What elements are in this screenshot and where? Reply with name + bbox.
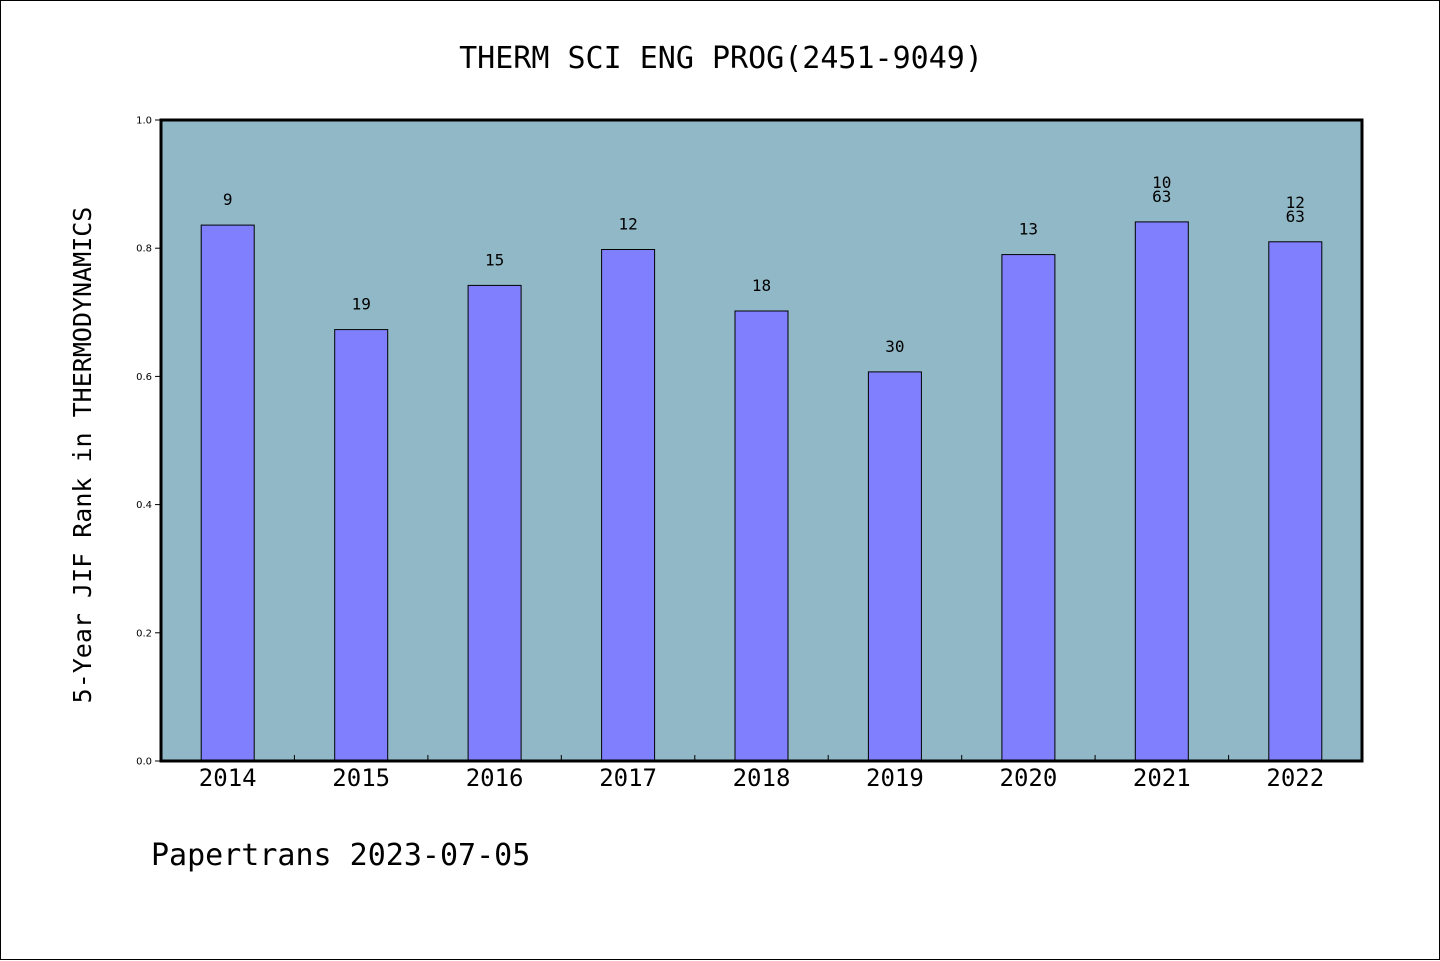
x-tick-label-2015: 2015: [332, 764, 390, 792]
y-tick-label-0.2: 0.2: [136, 628, 152, 639]
x-tick-label-2020: 2020: [1000, 764, 1058, 792]
bar-2022: [1268, 241, 1323, 762]
y-tick-label-0.0: 0.0: [136, 757, 152, 768]
bar-2018: [734, 310, 789, 762]
bar-2016: [467, 284, 522, 762]
y-tick-label-0.4: 0.4: [136, 500, 152, 511]
bar-2015: [334, 329, 389, 762]
plot-frame: [159, 118, 1364, 763]
x-tick-label-2014: 2014: [199, 764, 257, 792]
y-axis: 0.0 0.2 0.4 0.6 0.8 1.0: [136, 116, 161, 768]
y-tick-label-0.8: 0.8: [136, 244, 152, 255]
bar-label-2022-2: 63: [1286, 207, 1305, 226]
bar-2014: [200, 224, 255, 762]
bar-2020: [1001, 254, 1056, 762]
chart-title: THERM SCI ENG PROG(2451-9049): [459, 41, 983, 76]
x-tick-label-2019: 2019: [866, 764, 924, 792]
x-tick-label-2021: 2021: [1133, 764, 1191, 792]
y-axis-label: 5-Year JIF Rank in THERMODYNAMICS: [68, 207, 97, 704]
bar-2017: [601, 249, 656, 762]
x-tick-label-2017: 2017: [599, 764, 657, 792]
bar-label-2019: 30: [885, 337, 904, 356]
bar-label-2015: 19: [352, 295, 371, 314]
bar-label-2018: 18: [752, 276, 771, 295]
footer-source-date: Papertrans 2023-07-05: [151, 838, 530, 873]
bar-2019: [867, 371, 922, 762]
y-tick-label-0.6: 0.6: [136, 372, 152, 383]
y-tick-label-1.0: 1.0: [136, 116, 152, 127]
x-tick-label-2018: 2018: [733, 764, 791, 792]
x-axis: 2014 2015 2016 2017 2018 2019 2020 2021 2022: [199, 755, 1324, 792]
bar-label-2014: 9: [223, 190, 233, 209]
bar-label-2016: 15: [485, 250, 504, 269]
bar-label-2022-1: 12: [1286, 193, 1305, 212]
bar-label-2020: 13: [1019, 220, 1038, 239]
bar-label-2017: 12: [618, 215, 637, 234]
bar-2021: [1134, 221, 1189, 762]
bar-label-2021-2: 63: [1152, 187, 1171, 206]
x-tick-label-2022: 2022: [1266, 764, 1324, 792]
x-tick-label-2016: 2016: [466, 764, 524, 792]
bars-group: [200, 221, 1323, 762]
bar-label-2021-1: 10: [1152, 173, 1171, 192]
